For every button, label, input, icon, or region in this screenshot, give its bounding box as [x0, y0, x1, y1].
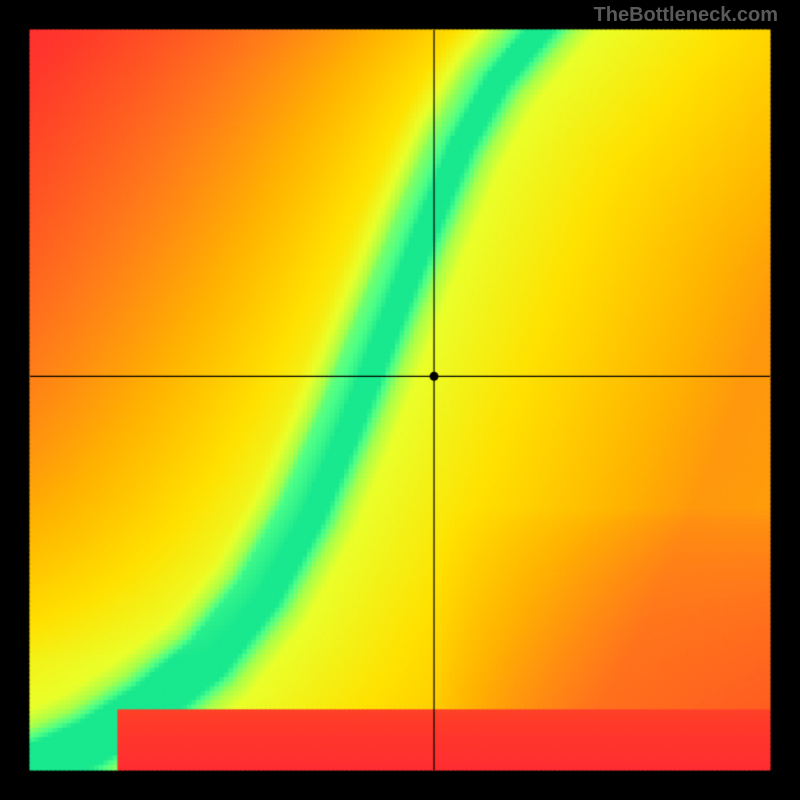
- attribution-label: TheBottleneck.com: [594, 4, 778, 27]
- chart-container: TheBottleneck.com: [0, 0, 800, 800]
- heatmap-canvas: [0, 0, 800, 800]
